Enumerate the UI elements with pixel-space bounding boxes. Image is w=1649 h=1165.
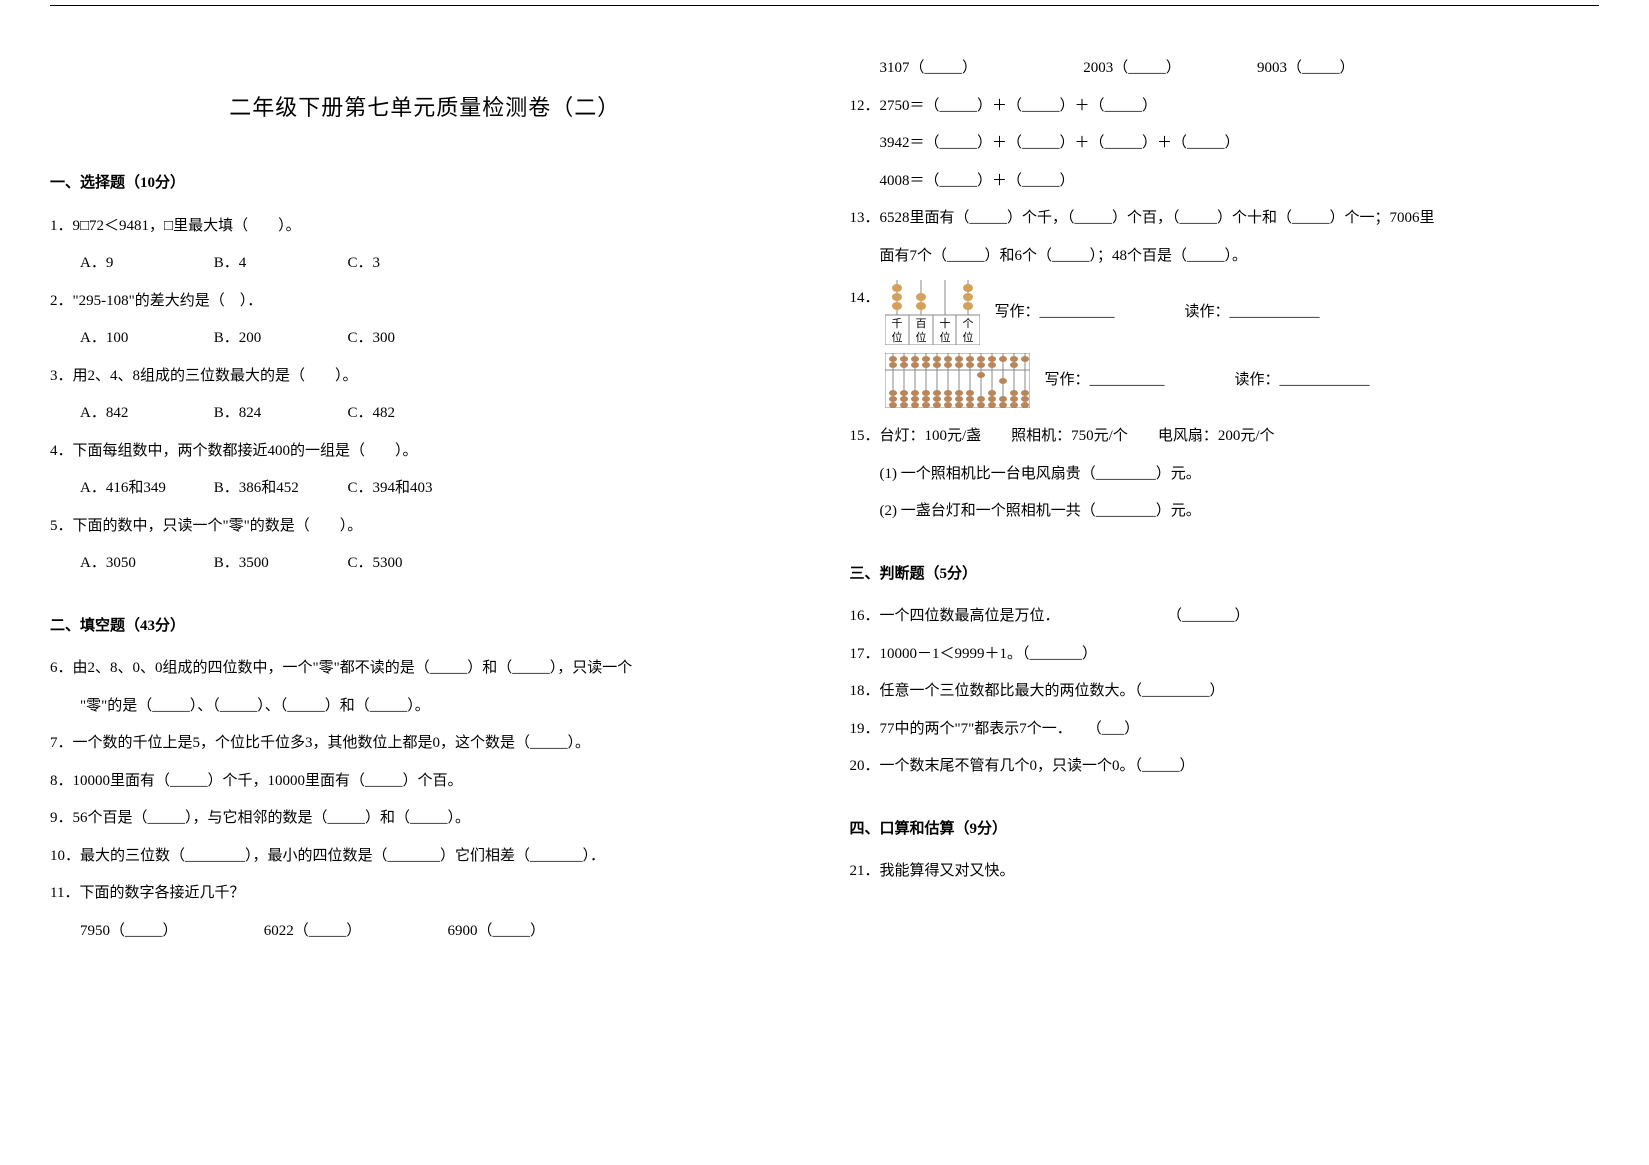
q10: 10．最大的三位数（________），最小的四位数是（_______）它们相差… <box>50 838 800 876</box>
q4: 4．下面每组数中，两个数都接近400的一组是（ ）。 A．416和349 B．3… <box>50 433 800 508</box>
q14-read-1: 读作：____________ <box>1185 294 1320 332</box>
q13b: 面有7个（_____）和6个（_____）；48个百是（_____）。 <box>880 238 1600 276</box>
abacus-1-icon: 千 百 十 个 位 位 位 位 <box>885 280 980 345</box>
q12c: 4008＝（_____）＋（_____） <box>880 163 1600 201</box>
page-title: 二年级下册第七单元质量检测卷（二） <box>50 80 800 135</box>
q11-item-5: 2003（_____） <box>1083 50 1253 88</box>
q3-options: A．842 B．824 C．482 <box>80 395 800 433</box>
svg-text:位: 位 <box>962 330 973 344</box>
q16: 16．一个四位数最高位是万位． （_______） <box>850 598 1600 636</box>
q17: 17．10000－1＜9999＋1。（_______） <box>850 636 1600 674</box>
q11-item-6: 9003（_____） <box>1257 50 1355 88</box>
q4-options: A．416和349 B．386和452 C．394和403 <box>80 470 800 508</box>
svg-text:位: 位 <box>939 330 950 344</box>
q5-options: A．3050 B．3500 C．5300 <box>80 545 800 583</box>
q11-item-2: 6022（_____） <box>264 913 444 951</box>
section2-header: 二、填空题（43分） <box>50 608 800 646</box>
svg-text:千: 千 <box>891 317 902 330</box>
q11: 11．下面的数字各接近几千？ <box>50 875 800 913</box>
q16-text: 16．一个四位数最高位是万位． <box>850 608 1060 624</box>
q3-opt-a: A．842 <box>80 395 210 433</box>
q4-opt-a: A．416和349 <box>80 470 210 508</box>
svg-text:十: 十 <box>939 316 950 330</box>
abacus-2-icon <box>885 353 1030 408</box>
q3-text: 3．用2、4、8组成的三位数最大的是（ ）。 <box>50 358 800 396</box>
q2-opt-b: B．200 <box>214 320 344 358</box>
q3: 3．用2、4、8组成的三位数最大的是（ ）。 A．842 B．824 C．482 <box>50 358 800 433</box>
section3-header: 三、判断题（5分） <box>850 556 1600 594</box>
q14: 14． <box>850 280 1600 408</box>
q6-text-a: 6．由2、8、0、0组成的四位数中，一个"零"都不读的是（_____）和（___… <box>50 650 800 688</box>
q7: 7．一个数的千位上是5，个位比千位多3，其他数位上都是0，这个数是（_____）… <box>50 725 800 763</box>
q2-opt-c: C．300 <box>348 320 478 358</box>
q3-opt-b: B．824 <box>214 395 344 433</box>
q5-opt-a: A．3050 <box>80 545 210 583</box>
q6-text-b: "零"的是（_____）、（_____）、（_____）和（_____）。 <box>80 688 800 726</box>
q18: 18．任意一个三位数都比最大的两位数大。（_________） <box>850 673 1600 711</box>
q9: 9．56个百是（_____），与它相邻的数是（_____）和（_____）。 <box>50 800 800 838</box>
q1-options: A．9 B．4 C．3 <box>80 245 800 283</box>
q14-write-2: 写作：__________ <box>1045 362 1165 400</box>
q11-row2: 3107（_____） 2003（_____） 9003（_____） <box>880 50 1600 88</box>
q13a: 13．6528里面有（_____）个千，（_____）个百，（_____）个十和… <box>850 200 1600 238</box>
q4-opt-b: B．386和452 <box>214 470 344 508</box>
svg-text:位: 位 <box>891 330 902 344</box>
q1-text: 1．9□72＜9481，□里最大填（ ）。 <box>50 208 800 246</box>
q2-text: 2．"295-108"的差大约是（ ）． <box>50 283 800 321</box>
q8: 8．10000里面有（_____）个千，10000里面有（_____）个百。 <box>50 763 800 801</box>
q4-opt-c: C．394和403 <box>348 470 478 508</box>
q5-opt-c: C．5300 <box>348 545 478 583</box>
q14-num: 14． <box>850 280 880 318</box>
q11-row1: 7950（_____） 6022（_____） 6900（_____） <box>80 913 800 951</box>
q12b: 3942＝（_____）＋（_____）＋（_____）＋（_____） <box>880 125 1600 163</box>
q15-2: (2) 一盏台灯和一个照相机一共（________）元。 <box>880 493 1600 531</box>
svg-text:位: 位 <box>915 330 926 344</box>
q2-opt-a: A．100 <box>80 320 210 358</box>
q14-write-1: 写作：__________ <box>995 294 1115 332</box>
q5-text: 5．下面的数中，只读一个"零"的数是（ ）。 <box>50 508 800 546</box>
q16-blank: （_______） <box>1167 608 1250 624</box>
q4-text: 4．下面每组数中，两个数都接近400的一组是（ ）。 <box>50 433 800 471</box>
svg-text:百: 百 <box>915 318 926 330</box>
q11-item-3: 6900（_____） <box>448 913 546 951</box>
q1-opt-b: B．4 <box>214 245 344 283</box>
right-column: 3107（_____） 2003（_____） 9003（_____） 12．2… <box>850 40 1600 1125</box>
q20: 20．一个数末尾不管有几个0，只读一个0。（_____） <box>850 748 1600 786</box>
q14-read-2: 读作：____________ <box>1235 362 1370 400</box>
q6: 6．由2、8、0、0组成的四位数中，一个"零"都不读的是（_____）和（___… <box>50 650 800 725</box>
q15: 15．台灯：100元/盏 照相机：750元/个 电风扇：200元/个 <box>850 418 1600 456</box>
left-column: 二年级下册第七单元质量检测卷（二） 一、选择题（10分） 1．9□72＜9481… <box>50 40 800 1125</box>
q11-item-1: 7950（_____） <box>80 913 260 951</box>
q1-opt-c: C．3 <box>348 245 478 283</box>
q5-opt-b: B．3500 <box>214 545 344 583</box>
q21: 21．我能算得又对又快。 <box>850 853 1600 891</box>
q5: 5．下面的数中，只读一个"零"的数是（ ）。 A．3050 B．3500 C．5… <box>50 508 800 583</box>
q11-item-4: 3107（_____） <box>880 50 1080 88</box>
q2: 2．"295-108"的差大约是（ ）． A．100 B．200 C．300 <box>50 283 800 358</box>
q2-options: A．100 B．200 C．300 <box>80 320 800 358</box>
q3-opt-c: C．482 <box>348 395 478 433</box>
section4-header: 四、口算和估算（9分） <box>850 811 1600 849</box>
q1: 1．9□72＜9481，□里最大填（ ）。 A．9 B．4 C．3 <box>50 208 800 283</box>
q15-1: (1) 一个照相机比一台电风扇贵（________）元。 <box>880 456 1600 494</box>
q12a: 12．2750＝（_____）＋（_____）＋（_____） <box>850 88 1600 126</box>
q1-opt-a: A．9 <box>80 245 210 283</box>
q19: 19．77中的两个"7"都表示7个一． （___） <box>850 711 1600 749</box>
section1-header: 一、选择题（10分） <box>50 165 800 203</box>
svg-text:个: 个 <box>962 317 973 330</box>
